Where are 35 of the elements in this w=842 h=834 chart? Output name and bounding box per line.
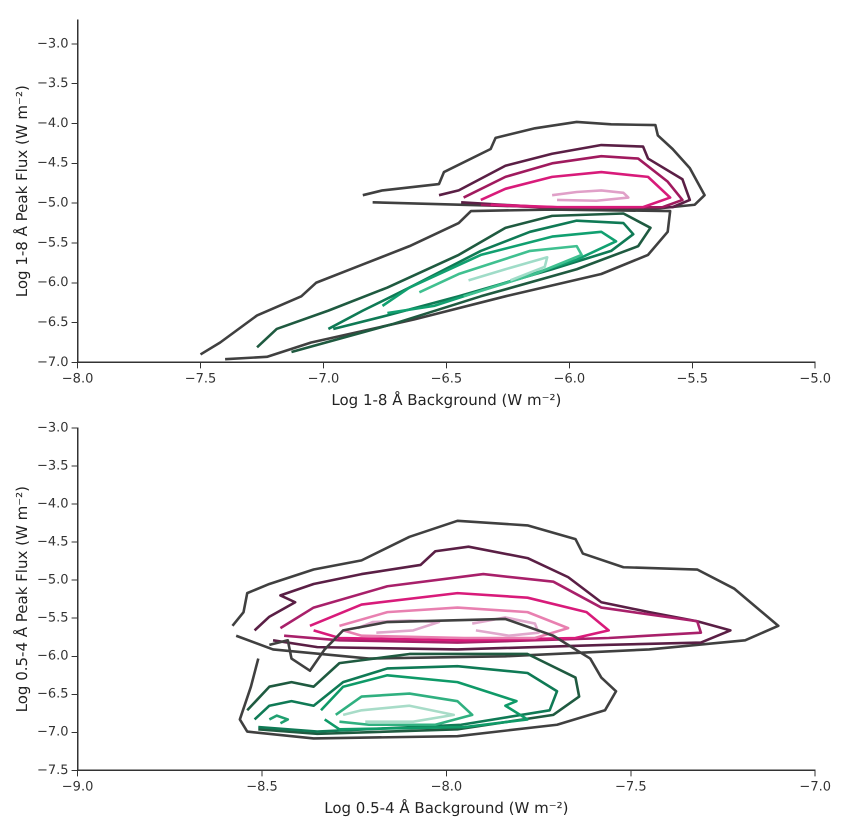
x-tick-label: −7.5	[184, 372, 216, 387]
y-tick-label: −3.5	[36, 76, 69, 92]
x-tick-label: −6.5	[430, 372, 462, 387]
y-tick-label: −3.0	[36, 36, 69, 52]
y-tick-label: −4.5	[36, 156, 69, 171]
x-axis-title: Log 1-8 Å Background (W m⁻²)	[331, 390, 562, 409]
x-tick-label: −6.0	[554, 372, 586, 387]
x-tick-label: −8.5	[246, 780, 278, 795]
x-tick-label: −8.0	[62, 372, 94, 387]
x-tick-label: −7.5	[615, 780, 647, 795]
x-tick-label: −7.0	[799, 780, 832, 795]
y-axis-title: Log 1-8 Å Peak Flux (W m⁻²)	[12, 85, 31, 298]
x-axis-title: Log 0.5-4 Å Background (W m⁻²)	[324, 798, 569, 817]
x-tick-label: −5.0	[799, 372, 832, 387]
y-tick-label: −7.5	[36, 762, 69, 778]
y-axis-title: Log 0.5-4 Å Peak Flux (W m⁻²)	[12, 486, 31, 712]
x-tick-label: −7.0	[308, 372, 340, 387]
y-tick-label: −6.0	[36, 275, 69, 290]
y-tick-label: −5.0	[36, 572, 69, 588]
y-tick-label: −5.5	[36, 235, 69, 250]
y-tick-label: −3.5	[36, 458, 69, 474]
y-tick-label: −4.0	[36, 496, 69, 512]
y-tick-label: −5.0	[36, 196, 69, 211]
y-tick-label: −6.5	[36, 686, 69, 702]
y-tick-label: −7.0	[36, 354, 69, 370]
y-tick-label: −4.5	[36, 534, 69, 550]
x-tick-label: −9.0	[62, 780, 94, 795]
y-tick-label: −6.0	[36, 648, 69, 664]
y-tick-label: −5.5	[36, 610, 69, 626]
y-tick-label: −4.0	[36, 116, 69, 131]
x-tick-label: −8.0	[430, 780, 462, 795]
y-tick-label: −3.0	[36, 420, 69, 436]
x-tick-label: −5.5	[676, 372, 708, 387]
y-tick-label: −6.5	[36, 314, 69, 330]
y-tick-label: −7.0	[36, 724, 69, 740]
